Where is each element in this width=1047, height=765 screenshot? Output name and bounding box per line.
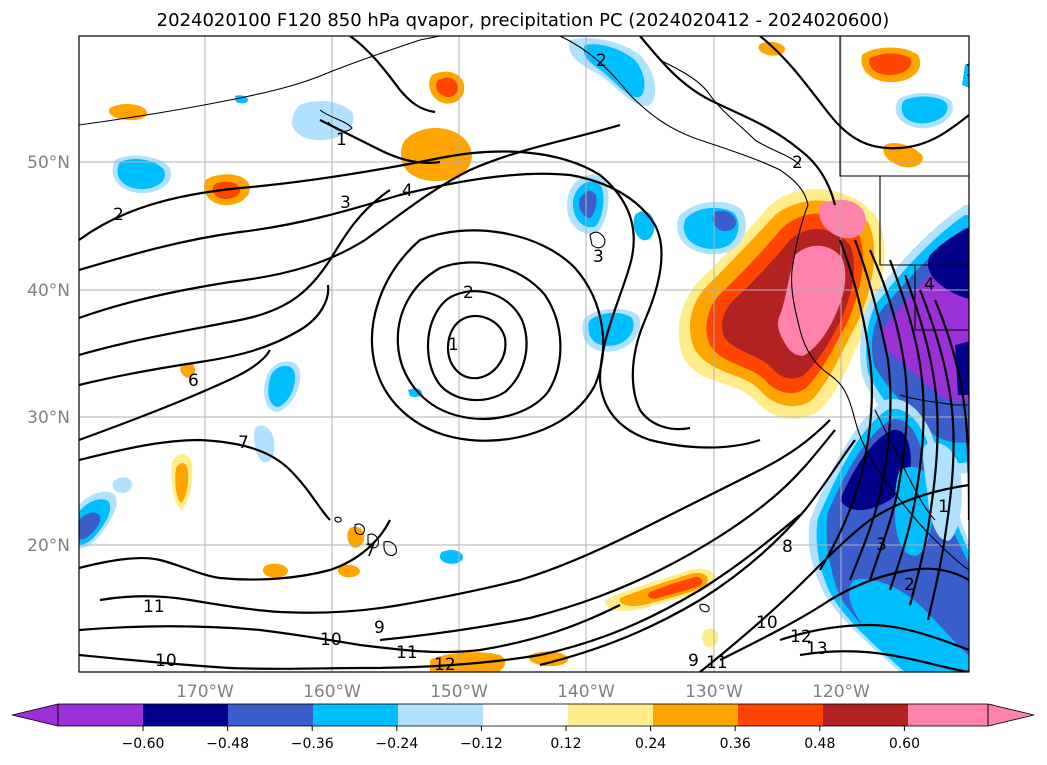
contour-label: 13 xyxy=(806,639,828,659)
map-title: 2024020100 F120 850 hPa qvapor, precipit… xyxy=(157,10,890,31)
contour-label: 10 xyxy=(756,613,778,633)
contour-label: 1 xyxy=(965,61,976,81)
contour-label: 1 xyxy=(938,497,949,517)
colorbar-extend-low xyxy=(11,703,59,727)
colorbar-segment xyxy=(398,704,483,726)
colorbar-tick-label: 0.48 xyxy=(804,736,835,752)
lon-tick-label: 170°W xyxy=(176,682,234,702)
contour-label: 7 xyxy=(365,541,376,561)
map-frame xyxy=(78,35,970,673)
contour-label: 4 xyxy=(924,275,935,295)
colorbar-tick-label: −0.36 xyxy=(291,736,334,752)
precip-positive-shading xyxy=(109,41,923,672)
colorbar-tick-label: −0.60 xyxy=(122,736,165,752)
lat-tick-label: 20°N xyxy=(27,536,70,556)
colorbar-segment xyxy=(738,704,823,726)
contour-label: 10 xyxy=(320,630,342,650)
contour-label: 1 xyxy=(336,130,347,150)
contour-labels: 1 2 3 4 2 3 6 7 7 1 2 8 3 2 1 4 9 10 11 … xyxy=(113,51,976,675)
colorbar-tick-label: −0.48 xyxy=(206,736,249,752)
colorbar-segment xyxy=(313,704,398,726)
colorbar-segment xyxy=(228,704,313,726)
colorbar-tick-label: −0.12 xyxy=(460,736,503,752)
contour-label: 3 xyxy=(593,247,604,267)
lat-ticks: 50°N 40°N 30°N 20°N xyxy=(27,153,70,556)
colorbar-tick-label: 0.12 xyxy=(550,736,581,752)
qvapor-contours xyxy=(79,36,969,672)
contour-label: 8 xyxy=(782,537,793,557)
contour-label: 3 xyxy=(876,535,887,555)
colorbar-segment xyxy=(483,704,568,726)
colorbar-segment xyxy=(568,704,653,726)
lon-tick-label: 150°W xyxy=(430,682,488,702)
graticule xyxy=(79,36,969,672)
colorbar-segment xyxy=(823,704,908,726)
lat-tick-label: 40°N xyxy=(27,281,70,301)
lon-tick-label: 130°W xyxy=(685,682,743,702)
colorbar: −0.60 −0.48 −0.36 −0.24 −0.12 0.12 0.24 0.36 0.4… xyxy=(11,703,1035,752)
lat-tick-label: 50°N xyxy=(27,153,70,173)
lon-ticks: 170°W 160°W 150°W 140°W 130°W 120°W xyxy=(176,682,870,702)
contour-label: 2 xyxy=(904,575,915,595)
contour-label: 12 xyxy=(434,655,456,675)
colorbar-outline xyxy=(57,703,989,727)
contour-label: 2 xyxy=(113,205,124,225)
contour-label: 1 xyxy=(448,335,459,355)
lon-tick-label: 140°W xyxy=(557,682,615,702)
colorbar-segment xyxy=(908,704,993,726)
map-layers: 1 2 3 4 2 3 6 7 7 1 2 8 3 2 1 4 9 10 11 … xyxy=(79,36,976,675)
contour-label: 6 xyxy=(188,371,199,391)
contour-label: 3 xyxy=(340,193,351,213)
contour-label: 2 xyxy=(596,51,607,71)
lon-tick-label: 160°W xyxy=(303,682,361,702)
contour-label: 2 xyxy=(792,153,803,173)
contour-label: 11 xyxy=(396,643,418,663)
contour-label: 10 xyxy=(155,651,177,671)
colorbar-tick-label: 0.24 xyxy=(635,736,666,752)
contour-label: 2 xyxy=(463,283,474,303)
lat-tick-label: 30°N xyxy=(27,408,70,428)
colorbar-tick-label: 0.60 xyxy=(889,736,920,752)
colorbar-segment xyxy=(143,704,228,726)
contour-label: 4 xyxy=(402,181,413,201)
coastlines xyxy=(79,36,969,613)
contour-label: 11 xyxy=(143,597,165,617)
colorbar-tick-label: −0.24 xyxy=(375,736,418,752)
contour-label: 9 xyxy=(374,618,385,638)
contour-label: 7 xyxy=(238,433,249,453)
contour-label: 9 xyxy=(688,651,699,671)
colorbar-segment xyxy=(58,704,143,726)
colorbar-extend-high xyxy=(987,703,1035,727)
contour-label: 12 xyxy=(790,627,812,647)
lon-tick-label: 120°W xyxy=(812,682,870,702)
contour-label: 11 xyxy=(706,653,728,673)
colorbar-tick-label: 0.36 xyxy=(720,736,751,752)
colorbar-segment xyxy=(653,704,738,726)
